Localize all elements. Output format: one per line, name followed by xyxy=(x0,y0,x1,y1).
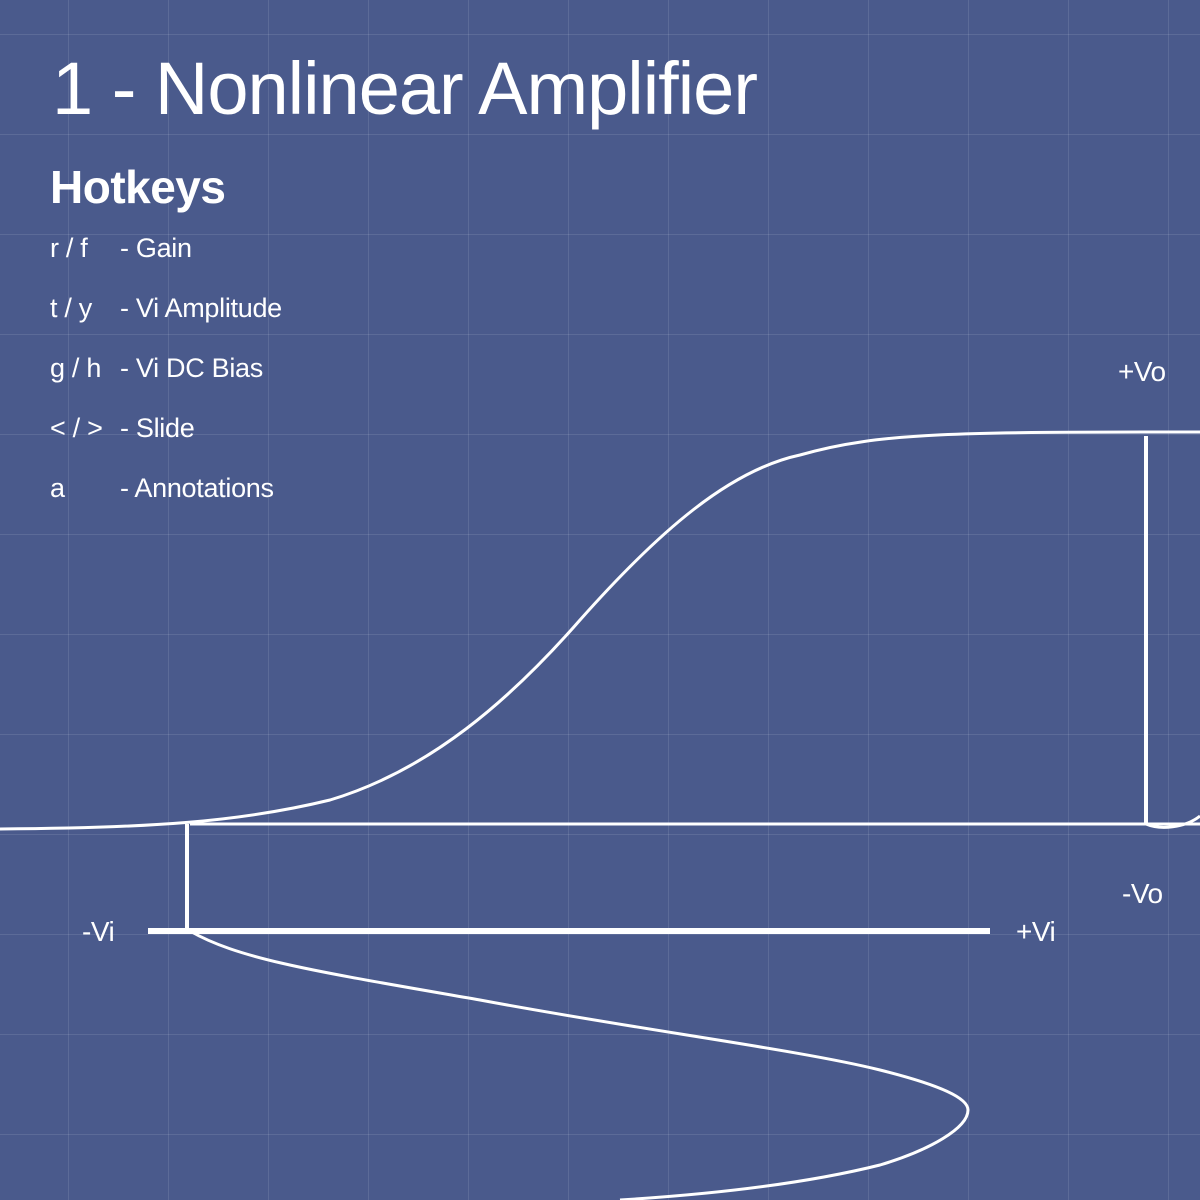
plus-vo-label: +Vo xyxy=(1118,356,1166,387)
hotkey-keys: r / f xyxy=(50,233,88,263)
hotkey-vi-dc-bias: g / h - Vi DC Bias xyxy=(50,350,282,410)
minus-vo-label: -Vo xyxy=(1122,878,1163,909)
input-waveform xyxy=(189,929,970,1200)
hotkey-action: - Slide xyxy=(120,413,195,443)
output-marker-tail xyxy=(1145,814,1200,829)
hotkey-action: - Vi Amplitude xyxy=(120,293,282,323)
hotkey-keys: < / > xyxy=(50,413,103,443)
page-title: 1 - Nonlinear Amplifier xyxy=(52,47,758,130)
hotkey-keys: t / y xyxy=(50,293,93,323)
hotkey-keys: a xyxy=(50,473,65,503)
plus-vi-label: +Vi xyxy=(1016,916,1056,947)
hotkeys-heading: Hotkeys xyxy=(50,161,226,213)
hotkey-action: - Vi DC Bias xyxy=(120,353,263,383)
transfer-curve xyxy=(0,430,1200,831)
hotkey-gain: r / f - Gain xyxy=(50,230,282,290)
hotkey-annotations: a - Annotations xyxy=(50,470,282,530)
hotkey-action: - Annotations xyxy=(120,473,274,503)
hotkey-vi-amplitude: t / y - Vi Amplitude xyxy=(50,290,282,350)
minus-vi-label: -Vi xyxy=(82,916,115,947)
hotkey-action: - Gain xyxy=(120,233,192,263)
hotkey-slide: < / > - Slide xyxy=(50,410,282,470)
hotkey-keys: g / h xyxy=(50,353,102,383)
hotkey-list: r / f - Gain t / y - Vi Amplitude g / h - V… xyxy=(50,230,282,530)
